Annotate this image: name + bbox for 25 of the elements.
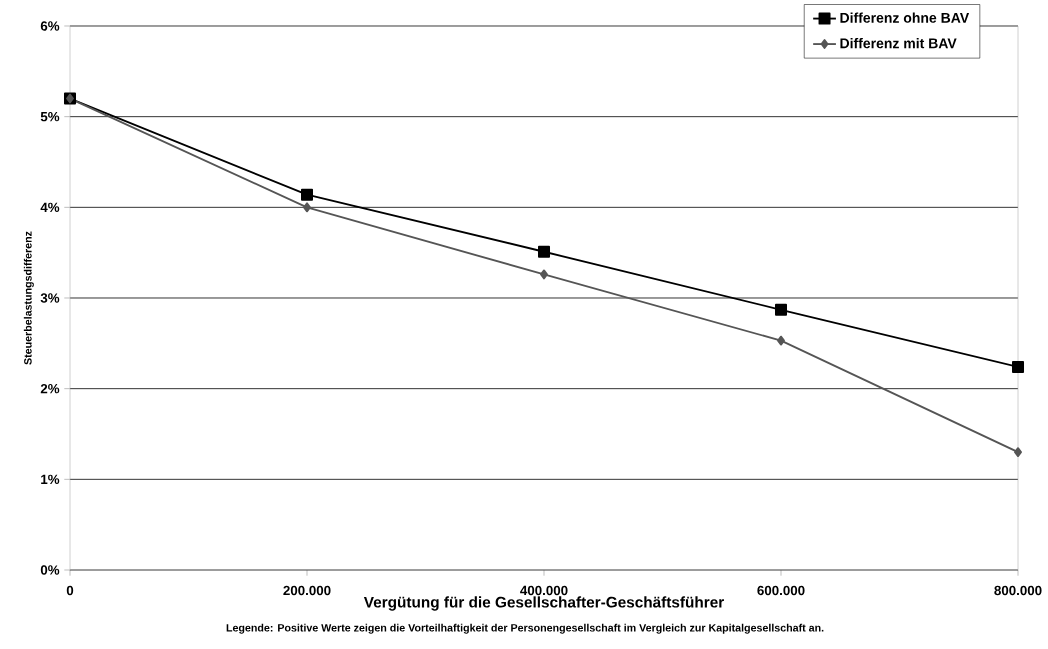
point (1014, 447, 1022, 458)
y-tick-label: 2% (40, 383, 60, 394)
legend-label: Differenz ohne BAV (840, 12, 970, 23)
y-tick-label: 4% (40, 202, 60, 213)
y-tick-label: 5% (40, 111, 60, 122)
point (301, 188, 314, 201)
x-tick-label: 800.000 (994, 585, 1042, 596)
y-tick-label: 6% (40, 21, 60, 31)
x-tick-label: 600.000 (757, 585, 805, 596)
text: Legende: Positive Werte zeigen die Vorteilhaftigkeit der Personengesellschaft im Vergleich zur Kapitalgesellschaft an. (226, 623, 824, 634)
legend-label: Differenz mit BAV (840, 37, 957, 49)
x-axis-title: Vergütung für die Gesellschafter-Geschäftsführer (363, 596, 724, 611)
point (540, 269, 548, 280)
y-tick-label: 0% (40, 565, 60, 575)
point (303, 202, 311, 213)
y-tick-label: 1% (41, 474, 60, 485)
x-tick-label: 400.000 (520, 585, 568, 596)
y-tick-label: 3% (40, 293, 60, 303)
x-tick-label: 200.000 (283, 585, 331, 596)
point (538, 245, 551, 258)
y-axis-title: Steuerbelastungsdifferenz (23, 231, 34, 365)
x-tick-label: 0 (66, 585, 74, 596)
point (777, 335, 785, 346)
point (1012, 360, 1025, 373)
point (775, 303, 788, 316)
